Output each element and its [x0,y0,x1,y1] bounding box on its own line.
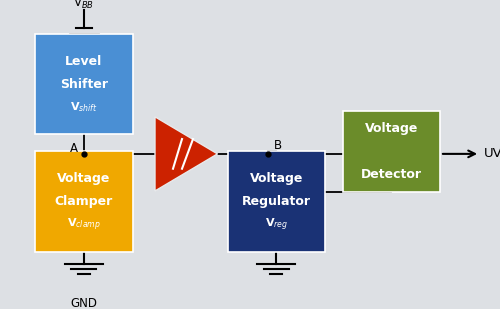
Text: GND: GND [70,297,97,309]
Text: V$_{clamp}$: V$_{clamp}$ [66,217,101,233]
Text: Voltage: Voltage [57,172,110,185]
Text: Detector: Detector [361,168,422,181]
FancyBboxPatch shape [342,111,440,192]
Text: Level: Level [65,54,102,68]
Text: Clamper: Clamper [54,195,113,208]
Polygon shape [155,117,218,191]
FancyBboxPatch shape [35,34,132,134]
Text: Shifter: Shifter [60,78,108,91]
Text: B: B [274,139,282,152]
Text: V$_{reg}$: V$_{reg}$ [264,217,288,233]
Text: Regulator: Regulator [242,195,311,208]
FancyBboxPatch shape [228,151,325,252]
Text: Voltage: Voltage [250,172,303,185]
FancyBboxPatch shape [35,151,132,252]
Text: UVOV: UVOV [484,147,500,160]
Text: V$_{shift}$: V$_{shift}$ [70,100,98,114]
Text: A: A [70,142,78,155]
Text: V$_{BB}$: V$_{BB}$ [74,0,94,11]
Text: Voltage: Voltage [364,122,418,135]
